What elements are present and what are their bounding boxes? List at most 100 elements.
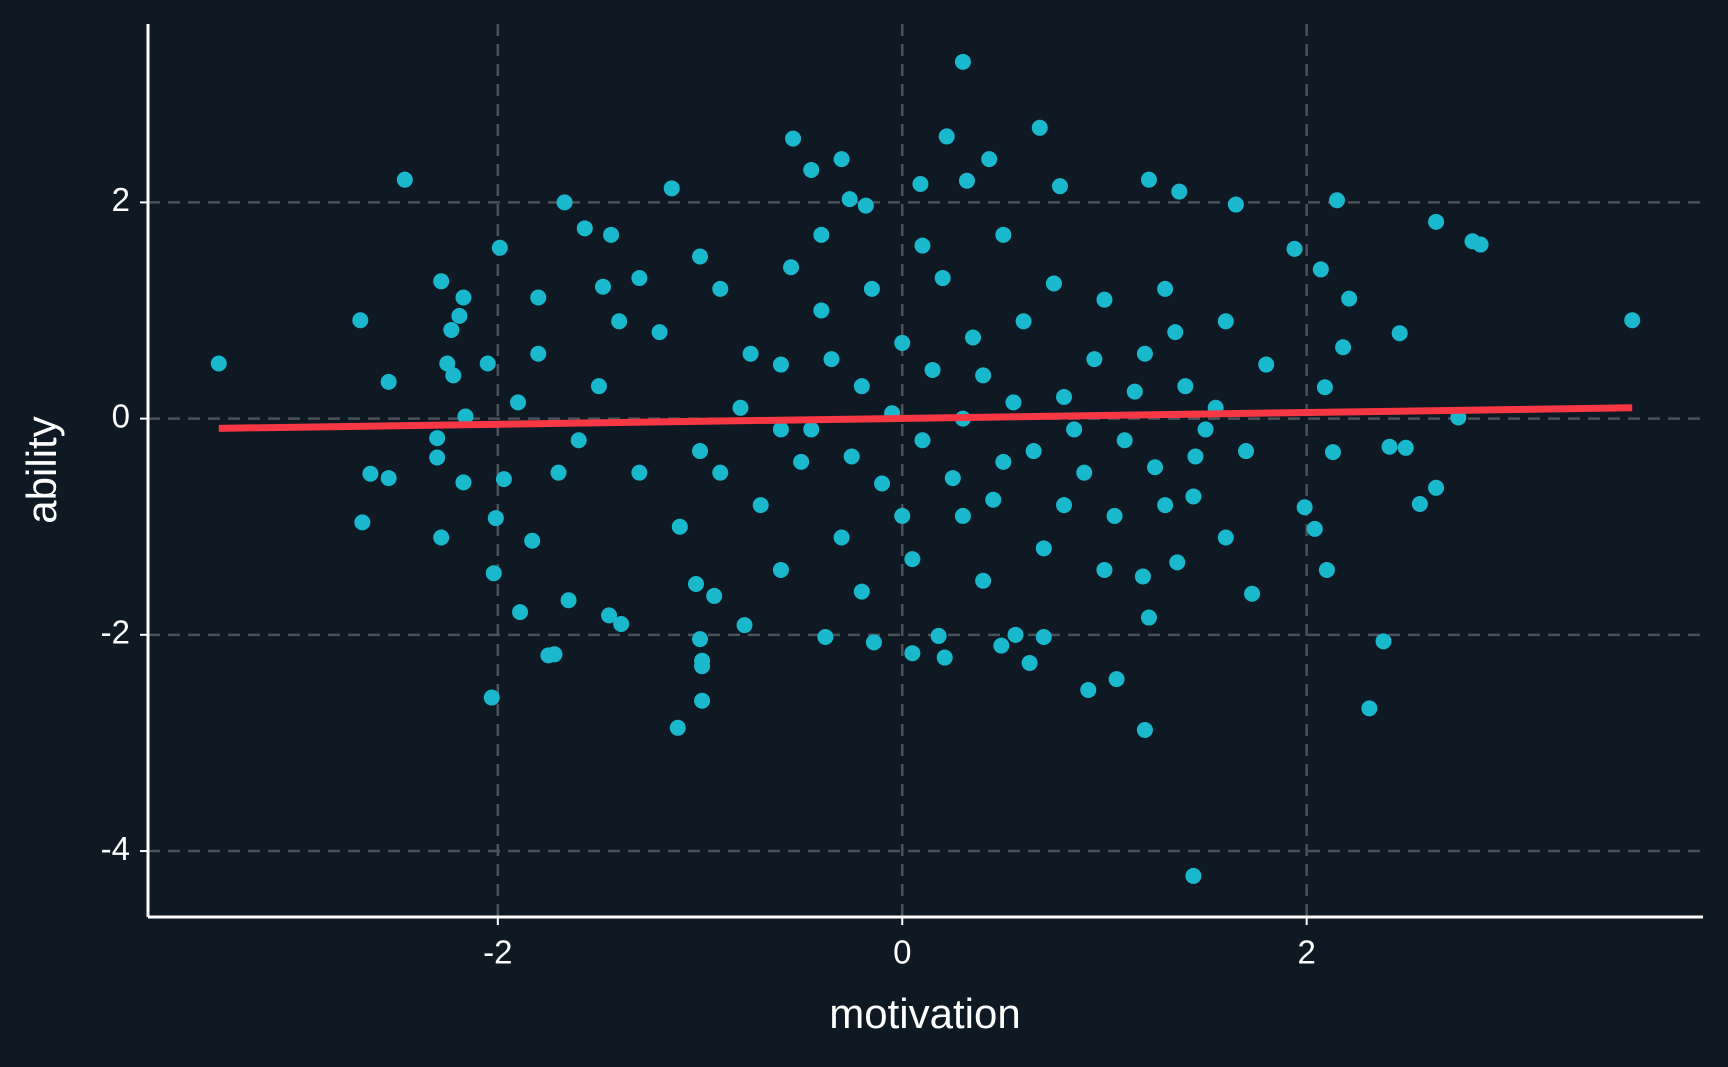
- point: [853, 583, 870, 600]
- point: [692, 631, 709, 648]
- point: [1411, 496, 1428, 513]
- point: [570, 432, 587, 449]
- point: [1140, 609, 1157, 626]
- point: [429, 430, 446, 447]
- point: [483, 689, 500, 706]
- point: [510, 394, 527, 411]
- point: [1035, 540, 1052, 557]
- point: [590, 378, 607, 395]
- point: [1031, 119, 1048, 136]
- point: [965, 329, 982, 346]
- point: [1185, 488, 1202, 505]
- point: [380, 470, 397, 487]
- point: [445, 367, 462, 384]
- point: [1015, 313, 1032, 330]
- point: [1025, 443, 1042, 460]
- point: [1106, 507, 1123, 524]
- point: [631, 464, 648, 481]
- point: [1428, 479, 1445, 496]
- point: [1217, 529, 1234, 546]
- y-tick-label: 2: [112, 181, 130, 218]
- point: [443, 321, 460, 338]
- point: [1375, 633, 1392, 650]
- point: [1177, 378, 1194, 395]
- point: [975, 572, 992, 589]
- point: [560, 592, 577, 609]
- point: [981, 151, 998, 168]
- point: [894, 334, 911, 351]
- point: [1096, 561, 1113, 578]
- point: [813, 226, 830, 243]
- point: [687, 576, 704, 593]
- point: [995, 453, 1012, 470]
- point: [429, 449, 446, 466]
- point: [1080, 681, 1097, 698]
- point: [530, 345, 547, 362]
- x-axis-label: motivation: [829, 990, 1020, 1037]
- fit-line: [218, 404, 1633, 432]
- point: [817, 628, 834, 645]
- point: [1167, 324, 1184, 341]
- point: [1306, 520, 1323, 537]
- point: [631, 270, 648, 287]
- point: [772, 356, 789, 373]
- point: [1056, 388, 1073, 405]
- point: [1187, 448, 1204, 465]
- point: [1171, 183, 1188, 200]
- point: [439, 355, 456, 372]
- x-tick-label: 0: [893, 934, 911, 971]
- point: [669, 719, 686, 736]
- point: [813, 302, 830, 319]
- point: [783, 259, 800, 276]
- point: [352, 312, 369, 329]
- point: [601, 607, 618, 624]
- point: [694, 658, 711, 675]
- point: [613, 616, 630, 633]
- point: [1472, 236, 1489, 253]
- point: [1296, 499, 1313, 516]
- point: [914, 432, 931, 449]
- point: [995, 226, 1012, 243]
- point: [1147, 459, 1164, 476]
- point: [1169, 554, 1186, 571]
- x-tick-label: 2: [1297, 934, 1315, 971]
- point: [1035, 628, 1052, 645]
- point: [904, 551, 921, 568]
- point: [975, 367, 992, 384]
- point: [732, 399, 749, 416]
- point: [692, 248, 709, 265]
- point: [1227, 196, 1244, 213]
- x-tick-label: -2: [483, 934, 512, 971]
- point: [457, 408, 474, 425]
- point: [985, 491, 1002, 508]
- point: [954, 53, 971, 70]
- point: [1361, 700, 1378, 717]
- point: [772, 561, 789, 578]
- point: [853, 378, 870, 395]
- point: [958, 172, 975, 189]
- point: [671, 518, 688, 535]
- point: [1056, 497, 1073, 514]
- point: [936, 649, 953, 666]
- point: [1197, 421, 1214, 438]
- point: [380, 373, 397, 390]
- point: [1238, 443, 1255, 460]
- point: [712, 280, 729, 297]
- point: [924, 361, 941, 378]
- point: [1076, 464, 1093, 481]
- point: [857, 197, 874, 214]
- point: [1244, 585, 1261, 602]
- point: [1157, 280, 1174, 297]
- point: [1397, 439, 1414, 456]
- point: [546, 646, 563, 663]
- point: [823, 351, 840, 368]
- point: [865, 634, 882, 651]
- point: [912, 176, 929, 193]
- point: [863, 280, 880, 297]
- point: [954, 507, 971, 524]
- y-tick-label: -4: [101, 830, 130, 867]
- point: [833, 529, 850, 546]
- point: [841, 191, 858, 208]
- point: [491, 239, 508, 256]
